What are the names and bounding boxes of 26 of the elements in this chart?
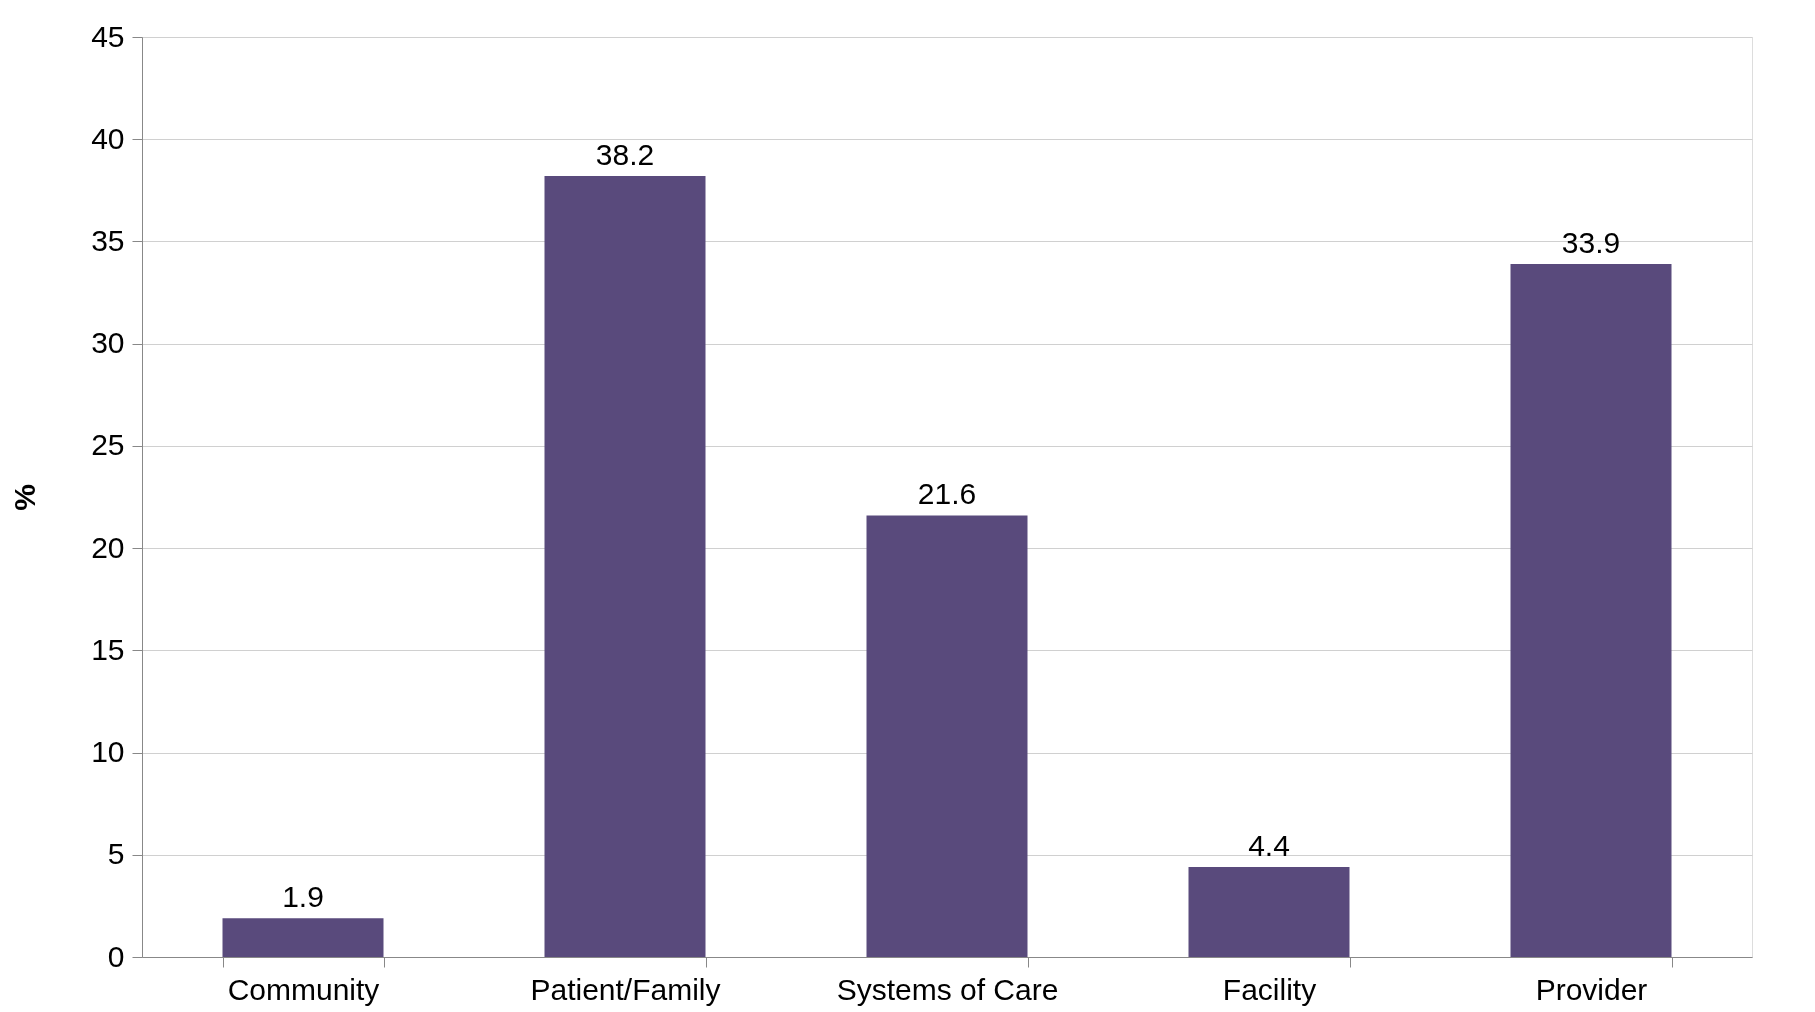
- y-tick-label: 25: [91, 428, 125, 462]
- y-tick-label: 0: [107, 939, 125, 973]
- bar: [866, 515, 1028, 957]
- data-label: 21.6: [917, 477, 977, 511]
- data-label: 38.2: [595, 138, 655, 172]
- x-tick-label: Provider: [1535, 972, 1648, 1006]
- bar: [544, 176, 706, 957]
- y-tick-label: 30: [91, 326, 125, 360]
- y-tick-label: 45: [91, 19, 125, 53]
- bar: [222, 918, 384, 957]
- y-tick-label: 10: [91, 735, 125, 769]
- y-axis-title: %: [8, 484, 42, 511]
- y-tick-label: 20: [91, 530, 125, 564]
- data-label: 4.4: [1248, 829, 1290, 863]
- x-tick-label: Patient/Family: [530, 972, 721, 1006]
- y-tick-label: 5: [107, 837, 125, 871]
- x-tick-label: Facility: [1222, 972, 1317, 1006]
- x-tick-label: Community: [227, 972, 380, 1006]
- data-label: 33.9: [1561, 225, 1621, 259]
- bar: [1510, 263, 1672, 957]
- y-tick-label: 35: [91, 223, 125, 257]
- y-tick-label: 40: [91, 121, 125, 155]
- x-tick-label: Systems of Care: [836, 972, 1059, 1006]
- data-label: 1.9: [282, 880, 324, 914]
- bar: [1188, 867, 1350, 957]
- y-tick-label: 15: [91, 632, 125, 666]
